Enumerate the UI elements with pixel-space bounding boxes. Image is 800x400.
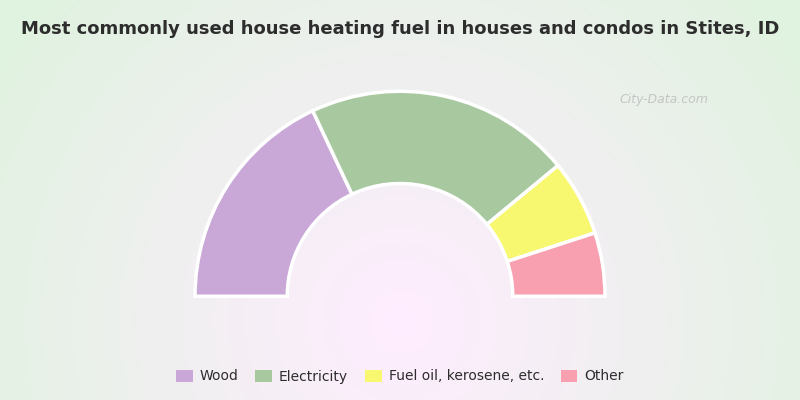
Wedge shape [507, 233, 605, 296]
Wedge shape [195, 111, 352, 296]
Text: City-Data.com: City-Data.com [619, 94, 709, 106]
Legend: Wood, Electricity, Fuel oil, kerosene, etc., Other: Wood, Electricity, Fuel oil, kerosene, e… [170, 364, 630, 389]
Text: Most commonly used house heating fuel in houses and condos in Stites, ID: Most commonly used house heating fuel in… [21, 20, 779, 38]
Wedge shape [313, 91, 558, 224]
Wedge shape [487, 166, 595, 262]
